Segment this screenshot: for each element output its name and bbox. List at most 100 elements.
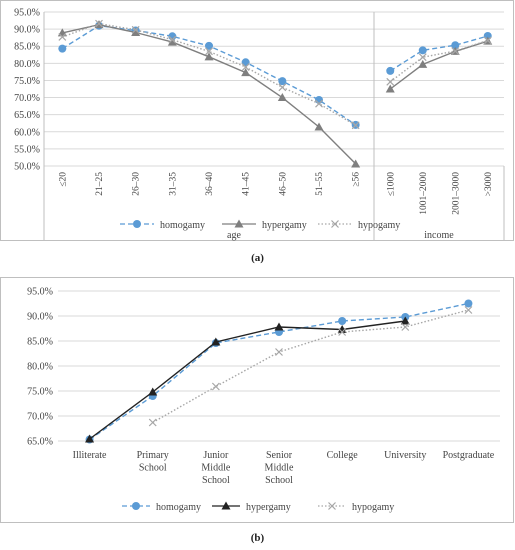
legend-label-hypogamy: hypogamy (358, 220, 400, 231)
group-label-income: income (424, 230, 454, 241)
x-tick-label-age: ≥56 (352, 172, 362, 187)
x-tick-label-age: 31–35 (168, 172, 178, 196)
data-point-homogamy-income (418, 46, 427, 55)
chart-frame (0, 0, 514, 241)
x-tick-label: College (327, 450, 359, 461)
y-tick-label: 70.0% (14, 93, 40, 104)
data-point-homogamy-age (278, 77, 287, 86)
data-point-homogamy-age (58, 44, 67, 53)
x-tick-label: Illiterate (73, 450, 107, 461)
x-tick-label: University (384, 450, 426, 461)
series-line-homogamy-age (61, 24, 357, 126)
data-point-hypergamy-age (204, 52, 214, 61)
data-point-hypergamy-income (418, 59, 428, 68)
y-tick-label: 90.0% (27, 312, 53, 323)
series-line-hypergamy-income (389, 40, 489, 90)
y-tick-label: 65.0% (27, 437, 53, 448)
data-point-hypergamy-income (385, 84, 395, 93)
legend-label-homogamy: homogamy (156, 502, 201, 513)
y-tick-label: 55.0% (14, 144, 40, 155)
x-tick-label-age: 36–40 (205, 172, 215, 196)
data-point-hypogamy (211, 382, 220, 391)
data-point-hypogamy (148, 418, 157, 427)
data-point-hypogamy-age (278, 83, 287, 92)
y-tick-label: 85.0% (27, 337, 53, 348)
y-tick-label: 75.0% (27, 387, 53, 398)
legend-marker-hypogamy (331, 220, 339, 228)
data-point-hypergamy-age (351, 159, 361, 168)
data-point-hypogamy-age (58, 33, 67, 41)
data-point-hypergamy-age (277, 93, 287, 102)
data-point-homogamy (464, 299, 473, 308)
y-tick-label: 60.0% (14, 127, 40, 138)
y-tick-label: 70.0% (27, 412, 53, 423)
x-tick-label-income: >3000 (484, 172, 494, 197)
y-tick-label: 90.0% (14, 25, 40, 36)
series-line-hypogamy-income (389, 39, 489, 83)
data-point-hypergamy-age (314, 122, 324, 131)
x-tick-label: School (139, 463, 167, 474)
x-tick-label: Middle (201, 463, 230, 474)
x-tick-label-age: 46–50 (278, 172, 288, 196)
y-tick-label: 65.0% (14, 110, 40, 121)
y-tick-label: 80.0% (14, 59, 40, 70)
x-tick-label: Senior (266, 450, 293, 461)
y-tick-label: 50.0% (14, 162, 40, 173)
data-point-hypergamy-age (167, 37, 177, 46)
data-point-homogamy-income (386, 66, 395, 75)
x-tick-label: School (202, 475, 230, 486)
y-tick-label: 85.0% (14, 42, 40, 53)
data-point-hypogamy-age (315, 99, 323, 108)
data-point-hypogamy (464, 306, 473, 314)
y-tick-label: 95.0% (14, 8, 40, 19)
x-tick-label: Primary (137, 450, 169, 461)
legend-label-homogamy: homogamy (160, 220, 205, 231)
data-point-hypogamy-income (451, 47, 460, 55)
x-tick-label-age: 51–55 (315, 172, 325, 196)
legend-marker-hypergamy (221, 501, 231, 510)
series-line-hypogamy (152, 309, 469, 424)
data-point-hypergamy-age (241, 68, 251, 77)
legend-label-hypogamy: hypogamy (352, 502, 394, 513)
y-tick-label: 75.0% (14, 76, 40, 87)
x-tick-label: Postgraduate (443, 450, 495, 461)
data-point-hypergamy-age (131, 28, 141, 37)
x-tick-label: Middle (265, 463, 294, 474)
data-point-homogamy-age (205, 41, 213, 50)
data-point-hypogamy-age (241, 63, 250, 72)
series-line-hypogamy-age (62, 22, 357, 126)
data-point-hypogamy-income (418, 53, 427, 62)
y-tick-label: 80.0% (27, 362, 53, 373)
x-tick-label-income: 2001–3000 (451, 172, 461, 215)
data-point-hypogamy (275, 348, 283, 356)
chart-b: 65.0% 70.0% 75.0% 80.0% 85.0% 90.0% 95.0% Illit… (0, 277, 514, 523)
x-tick-label: School (265, 475, 293, 486)
data-point-hypogamy-age (95, 19, 103, 28)
data-point-homogamy (338, 317, 347, 325)
data-point-hypogamy-age (205, 47, 213, 56)
data-point-homogamy-income (451, 41, 460, 50)
legend-marker-hypogamy (328, 502, 336, 510)
series-line-hypergamy (89, 320, 406, 440)
chart-a: 50.0% 55.0% 60.0% 65.0% 70.0% 75.0% 80.0% 85.0%… (0, 0, 514, 241)
x-tick-label-age: 41–45 (242, 172, 252, 196)
data-point-hypergamy (211, 337, 221, 346)
data-point-hypogamy (338, 328, 347, 336)
x-tick-label-age: 26–30 (132, 172, 142, 196)
chart-frame (0, 277, 514, 523)
data-point-hypergamy (337, 325, 347, 333)
x-tick-label-age: ≤20 (58, 172, 68, 187)
legend-marker-homogamy (133, 220, 141, 228)
group-label-age: age (227, 230, 241, 241)
x-tick-label: Junior (203, 450, 229, 461)
x-tick-label-income: ≤1000 (386, 172, 396, 196)
series-line-homogamy-income (389, 35, 488, 72)
legend-label-hypergamy: hypergamy (262, 220, 307, 231)
legend-label-hypergamy: hypergamy (246, 502, 291, 513)
x-tick-label-age: 21–25 (95, 172, 105, 196)
data-point-hypogamy (401, 323, 410, 331)
y-tick-label: 95.0% (27, 287, 53, 298)
data-point-hypergamy (85, 434, 95, 443)
data-point-hypogamy-income (483, 36, 492, 45)
data-point-hypergamy (274, 322, 284, 331)
